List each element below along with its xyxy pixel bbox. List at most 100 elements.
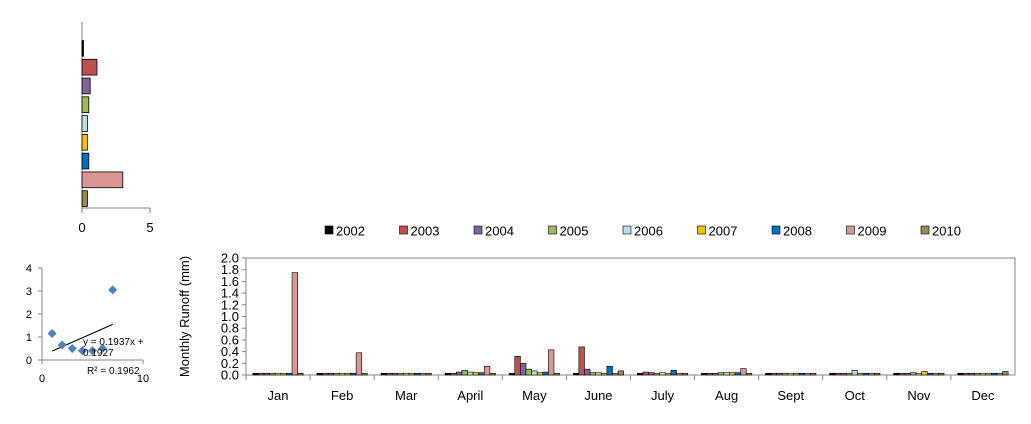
main-bar-2007-April [472,372,479,376]
main-bar-2005-July [653,372,661,376]
legend-label-2010: 2010 [932,224,961,239]
main-bar-2004-July [648,372,655,376]
main-bar-2008-Nov [926,372,934,376]
main-bar-2004-Sept [776,372,783,376]
main-bar-2006-July [659,372,666,376]
main-bar-2004-Mar [391,372,399,376]
main-bar-2002-Nov [893,372,900,376]
main-bar-2009-Oct [868,372,875,376]
main-bar-2009-Feb [355,352,363,376]
main-bar-2002-Aug [701,372,708,376]
main-bar-2006-Dec [979,372,987,376]
scatter-chart: 0 1 2 3 4 0 10 y = 0.1937x +0.1927 R² = 0.1962 [26,263,149,385]
scatter-point [108,285,118,295]
main-x-tick-label: Nov [907,388,931,403]
main-bar-2008-Oct [862,372,870,376]
main-bar-2002-Dec [957,372,964,376]
hbar-bar-2010 [81,190,88,207]
main-bar-2003-May [514,355,521,376]
main-bar-2004-Oct [840,372,847,376]
main-bar-2010-Feb [361,372,368,376]
main-bar-2005-Jan [269,372,276,376]
main-bar-2007-May [536,372,544,376]
legend-label-2006: 2006 [634,224,663,239]
main-bar-2002-June [572,372,580,376]
main-bar-2003-Dec [963,372,970,376]
scatter-y-tick-label: 0 [26,355,32,367]
scatter-y-tick-label: 1 [26,332,32,344]
main-bar-2009-Mar [419,372,427,376]
main-bar-2009-July [676,372,683,376]
main-bar-2009-Nov [932,372,939,376]
main-bar-2008-July [670,370,677,376]
main-y-tick-label: 1.8 [221,262,239,277]
scatter-y-tick-label: 3 [26,286,32,298]
main-bar-2007-Nov [921,371,928,376]
main-bar-2002-Sept [765,372,772,376]
main-bar-2003-Jan [258,372,265,376]
legend-swatch-2010 [920,225,930,235]
main-bar-2008-Feb [350,372,357,376]
main-bar-2003-Aug [706,372,713,376]
main-bar-2003-Mar [386,372,393,376]
main-bar-2010-Jan [297,372,304,376]
scatter-point [67,344,77,353]
hbar-bar-2004 [81,77,91,95]
main-bar-2006-May [531,370,538,376]
main-x-tick-label: Sept [777,388,804,403]
main-bar-2005-June [589,372,596,376]
main-bar-2007-Oct [857,372,864,376]
main-bar-2008-April [478,372,485,376]
main-bar-2009-June [612,372,619,376]
main-bar-2006-Oct [851,370,858,376]
main-bar-2008-Aug [734,372,741,376]
main-bar-2004-Aug [712,372,719,376]
main-bar-2009-Jan [291,272,298,376]
main-y-tick-label: 2.0 [221,251,239,266]
main-bar-2004-Jan [263,372,270,376]
main-bar-2004-Nov [904,372,911,376]
scatter-x-tick-label: 10 [137,373,149,385]
main-bar-2006-Feb [339,372,346,376]
hbar-bar-2002 [81,40,84,57]
main-bar-2003-Feb [322,372,329,376]
main-bar-2008-Dec [991,372,998,376]
main-bar-2010-June [617,370,624,376]
main-bar-2010-Oct [874,372,881,376]
main-x-tick-label: Dec [971,388,995,403]
main-bar-2010-May [553,372,560,376]
main-bar-2007-Sept [793,372,800,376]
main-y-tick-label: 0.6 [221,332,239,347]
main-bar-2003-April [450,372,457,376]
main-y-axis-label: Monthly Runoff (mm) [177,256,192,377]
main-x-tick-label: May [522,388,547,403]
scatter-point [77,346,87,356]
legend-swatch-2008 [771,225,781,235]
main-x-tick-label: April [457,388,483,403]
main-bar-2009-May [548,349,555,376]
main-bar-2006-Mar [403,372,410,376]
main-bar-2002-Oct [829,372,836,376]
scatter-y-tick-label: 4 [26,263,32,275]
main-bar-2006-Nov [915,372,922,376]
main-bar-2005-Dec [974,372,981,376]
main-bar-2010-Aug [745,372,753,376]
main-bar-2007-Feb [344,372,351,376]
main-bar-2004-June [584,368,591,376]
main-bar-2004-May [520,362,527,376]
legend-swatch-2007 [697,225,706,235]
main-bar-2007-July [665,372,672,376]
main-bar-2002-April [444,372,451,376]
main-bar-2006-Jan [274,372,282,376]
main-bar-2005-Mar [397,372,404,376]
scatter-equation-line2: 0.1927 [83,348,114,359]
monthly-runoff-bar-chart: 0.00.20.40.60.81.01.21.41.61.82.0 Monthly… [177,224,1016,403]
main-bar-2005-Nov [910,372,917,376]
main-bar-2006-Aug [723,372,730,376]
main-bar-2010-Dec [1002,371,1009,376]
legend-swatch-2002 [324,225,334,235]
main-bar-2009-April [483,365,491,376]
scatter-point [88,346,97,356]
